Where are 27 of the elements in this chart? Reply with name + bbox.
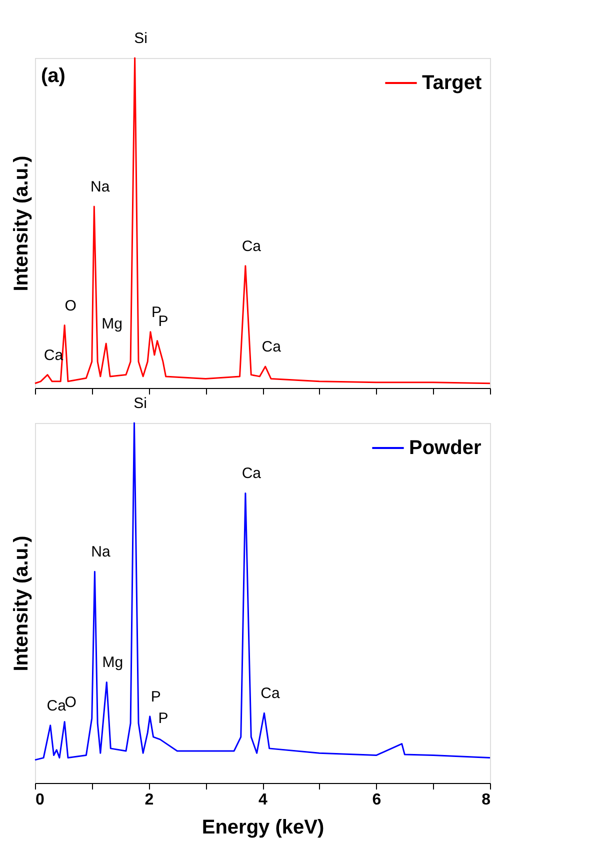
- legend-label: Powder: [409, 437, 482, 459]
- x-tick-label: 0: [36, 792, 44, 808]
- annotation: P: [158, 710, 168, 727]
- annotation: Mg: [102, 654, 124, 672]
- annotation: Na: [90, 178, 110, 196]
- annotation: Ca: [46, 697, 67, 714]
- x-tick-label: 6: [372, 792, 382, 808]
- annotation: Si: [134, 395, 147, 412]
- annotation: Mg: [102, 315, 123, 332]
- x-axis-title: Energy (keV): [202, 816, 324, 838]
- x-tick-label: 8: [482, 792, 491, 808]
- y-axis-title: Intensity (a.u.): [10, 156, 32, 292]
- y-axis-title: Intensity (a.u.): [10, 536, 32, 672]
- annotation: Ca: [242, 238, 262, 255]
- annotation: P: [150, 688, 161, 706]
- annotation: Ca: [260, 685, 280, 702]
- annotation: Na: [91, 544, 111, 561]
- legend-label: Target: [422, 72, 482, 94]
- annotation: Ca: [242, 465, 262, 482]
- annotation: (a): [41, 65, 66, 87]
- annotation: Ca: [262, 338, 282, 356]
- annotation: Si: [134, 30, 148, 47]
- x-tick-label: 4: [258, 792, 268, 808]
- x-tick-label: 2: [144, 792, 154, 808]
- annotation: P: [158, 312, 168, 330]
- annotation: O: [64, 297, 76, 314]
- annotation: O: [64, 694, 76, 711]
